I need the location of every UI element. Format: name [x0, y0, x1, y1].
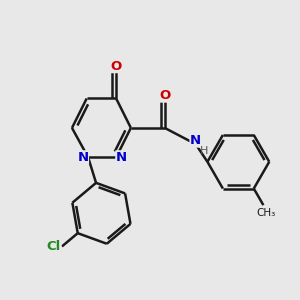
Text: O: O: [159, 89, 170, 102]
Text: CH₃: CH₃: [256, 208, 275, 218]
Text: Cl: Cl: [46, 240, 61, 253]
Text: H: H: [200, 146, 208, 156]
Text: N: N: [77, 151, 88, 164]
Text: N: N: [190, 134, 201, 147]
Text: O: O: [110, 60, 122, 73]
Text: N: N: [116, 151, 127, 164]
